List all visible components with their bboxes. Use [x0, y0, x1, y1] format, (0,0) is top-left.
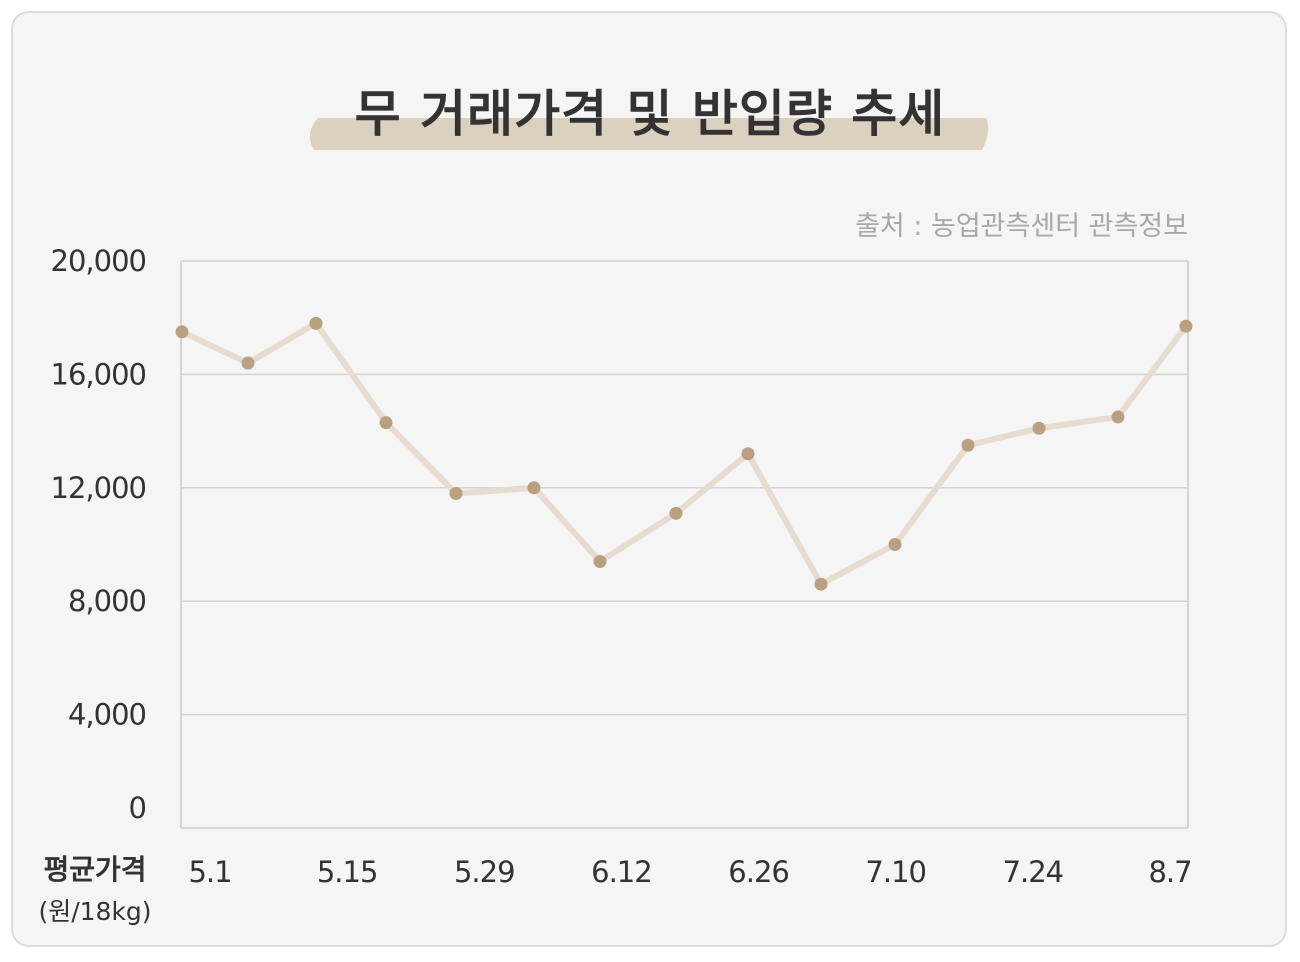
- data-point: [241, 356, 255, 370]
- data-point: [379, 416, 393, 430]
- chart-card: [11, 11, 1287, 947]
- data-point: [527, 481, 541, 495]
- y-tick-label: 4,000: [68, 698, 146, 732]
- x-tick-label: 5.1: [188, 855, 231, 889]
- data-point: [593, 555, 607, 569]
- data-point: [741, 447, 755, 461]
- y-tick-label: 12,000: [51, 471, 146, 505]
- y-tick-label: 16,000: [51, 357, 146, 391]
- x-tick-label: 8.7: [1148, 855, 1191, 889]
- x-tick-label: 7.10: [865, 855, 926, 889]
- y-tick-label: 20,000: [51, 244, 146, 278]
- y-axis-unit: (원/18kg): [38, 897, 152, 926]
- y-tick-label: 0: [129, 791, 146, 825]
- data-point: [1111, 410, 1125, 424]
- x-tick-label: 5.29: [454, 855, 515, 889]
- title-area: 무 거래가격 및 반입량 추세: [0, 70, 1300, 160]
- data-point: [1179, 319, 1193, 333]
- title-brush-stroke: [309, 118, 989, 150]
- x-tick-labels: 5.1 5.15 5.29 6.12 6.26 7.10 7.24 8.7: [188, 855, 1192, 889]
- data-point: [1032, 421, 1046, 435]
- axis-layer: [180, 261, 1189, 829]
- data-point: [814, 577, 828, 591]
- data-point: [888, 538, 902, 551]
- data-point: [175, 325, 189, 339]
- series-layer: [175, 316, 1193, 591]
- data-point: [309, 316, 323, 330]
- chart-title: 무 거래가격 및 반입량 추세: [354, 85, 946, 143]
- y-tick-label: 8,000: [68, 584, 146, 618]
- x-tick-label: 6.12: [591, 855, 652, 889]
- series-line: [179, 320, 1189, 588]
- data-point: [669, 506, 683, 520]
- data-point: [449, 486, 463, 500]
- data-point: [961, 438, 975, 452]
- x-tick-label: 7.24: [1003, 855, 1064, 889]
- y-axis-label: 평균가격: [43, 853, 147, 886]
- x-tick-label: 5.15: [317, 855, 378, 889]
- source-note: 출처 : 농업관측센터 관측정보: [855, 211, 1188, 242]
- y-tick-labels: 0 4,000 8,000 12,000 16,000 20,000: [51, 244, 147, 825]
- x-tick-label: 6.26: [728, 855, 789, 889]
- grid-layer: [181, 260, 1188, 716]
